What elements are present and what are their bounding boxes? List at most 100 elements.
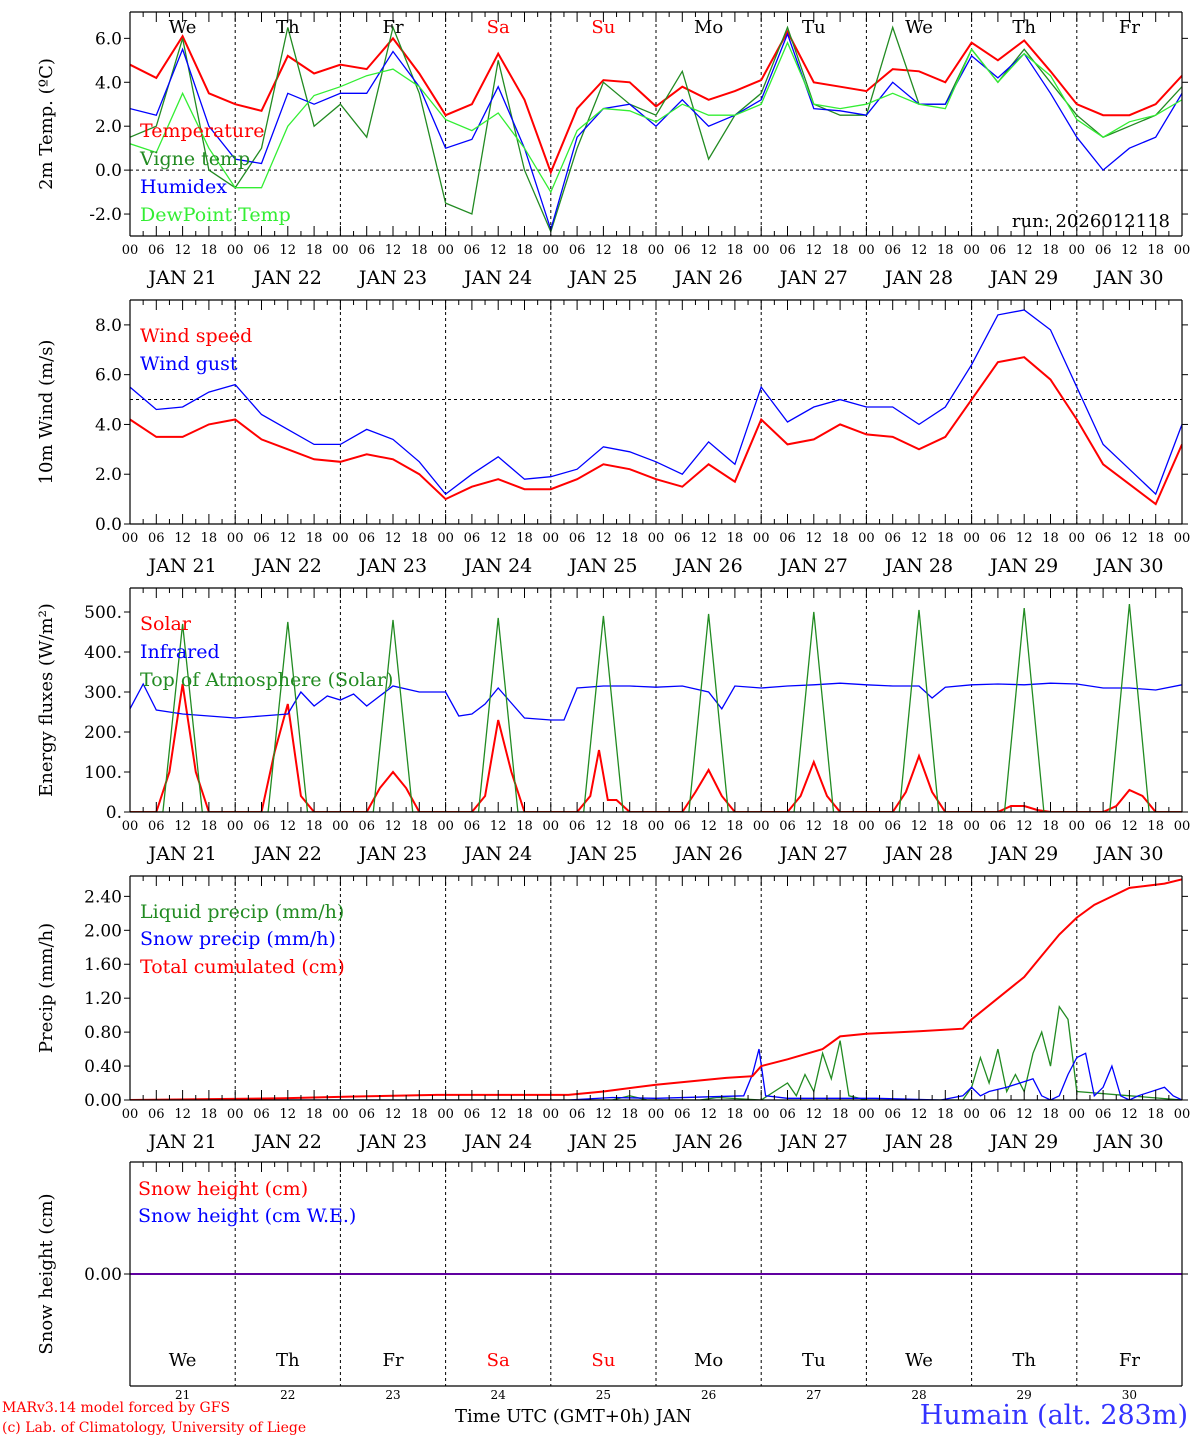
hour-label: 00 [648, 531, 665, 546]
hour-label: 06 [464, 819, 481, 834]
hour-label: 06 [148, 1107, 165, 1122]
hour-label: 18 [832, 243, 849, 258]
hour-label: 00 [753, 531, 770, 546]
day-number: 23 [385, 1388, 400, 1402]
legend-entry: Liquid precip (mm/h) [140, 901, 344, 923]
date-label: JAN 25 [567, 267, 637, 289]
date-label: JAN 24 [462, 1131, 532, 1153]
energy-series-line [130, 682, 1182, 721]
y-tick-label: 2.00 [84, 921, 122, 941]
legend-entry: Total cumulated (cm) [140, 956, 345, 978]
weekday-label: Mo [694, 17, 723, 38]
hour-label: 18 [832, 1107, 849, 1122]
hour-label: 06 [464, 1107, 481, 1122]
hour-label: 00 [648, 819, 665, 834]
date-label: JAN 28 [883, 843, 953, 865]
hour-label: 12 [806, 531, 823, 546]
legend-entry: Snow height (cm) [138, 1178, 308, 1200]
hour-label: 18 [201, 819, 218, 834]
y-tick-label: 0.00 [84, 1091, 122, 1111]
hour-label: 18 [516, 819, 533, 834]
hour-label: 00 [963, 531, 980, 546]
y-tick-label: 4.0 [95, 415, 122, 435]
date-label: JAN 29 [988, 555, 1058, 577]
hour-label: 00 [543, 1107, 560, 1122]
hour-label: 18 [1042, 531, 1059, 546]
date-label: JAN 25 [567, 555, 637, 577]
hour-label: 00 [1174, 1107, 1191, 1122]
run-label: run: 2026012118 [1012, 211, 1170, 232]
hour-label: 00 [1174, 819, 1191, 834]
weekday-label: Tu [802, 17, 826, 38]
weekday-label: Th [1012, 17, 1036, 38]
hour-label: 00 [122, 243, 139, 258]
legend-entry: Wind speed [140, 325, 252, 347]
hour-label: 18 [1042, 243, 1059, 258]
date-label: JAN 23 [357, 267, 427, 289]
hour-label: 18 [621, 819, 638, 834]
hour-label: 00 [1069, 531, 1086, 546]
day-number: 22 [280, 1388, 295, 1402]
date-label: JAN 21 [147, 843, 217, 865]
weekday-label: Fr [382, 17, 403, 38]
hour-label: 12 [806, 1107, 823, 1122]
hour-label: 12 [385, 1107, 402, 1122]
hour-label: 12 [490, 531, 507, 546]
hour-label: 00 [543, 819, 560, 834]
y-tick-label: 0.00 [84, 1265, 122, 1285]
legend-entry: Solar [140, 613, 192, 635]
hour-label: 06 [674, 243, 691, 258]
date-label: JAN 22 [252, 843, 322, 865]
weekday-label: Th [276, 17, 300, 38]
date-label: JAN 28 [883, 1131, 953, 1153]
date-label: JAN 22 [252, 267, 322, 289]
day-number: 29 [1017, 1388, 1032, 1402]
hour-label: 06 [1095, 531, 1112, 546]
hour-label: 12 [911, 819, 928, 834]
hour-label: 18 [621, 243, 638, 258]
hour-label: 06 [358, 1107, 375, 1122]
date-label: JAN 30 [1093, 1131, 1163, 1153]
hour-label: 06 [464, 243, 481, 258]
hour-label: 18 [516, 1107, 533, 1122]
weekday-label: We [905, 17, 933, 38]
weekday-label: Fr [382, 1350, 403, 1371]
hour-label: 12 [1121, 243, 1138, 258]
hour-label: 18 [727, 1107, 744, 1122]
day-number: 30 [1122, 1388, 1137, 1402]
hour-label: 00 [648, 1107, 665, 1122]
weekday-label: Sa [487, 1350, 510, 1371]
y-tick-label: 0.0 [95, 515, 122, 535]
hour-label: 00 [753, 1107, 770, 1122]
hour-label: 00 [332, 531, 349, 546]
hour-label: 06 [990, 819, 1007, 834]
energy-series-line [130, 603, 1182, 812]
hour-label: 18 [1147, 531, 1164, 546]
hour-label: 18 [411, 531, 428, 546]
hour-label: 12 [385, 243, 402, 258]
legend-entry: DewPoint Temp [140, 204, 291, 226]
precip-axis-title: Precip (mm/h) [36, 923, 57, 1053]
hour-label: 00 [122, 531, 139, 546]
hour-label: 18 [306, 819, 323, 834]
weekday-label: Tu [802, 1350, 826, 1371]
y-tick-label: 2.40 [84, 887, 122, 907]
hour-label: 18 [201, 1107, 218, 1122]
y-tick-label: 500. [84, 603, 122, 623]
hour-label: 12 [280, 531, 297, 546]
hour-label: 00 [1069, 1107, 1086, 1122]
hour-label: 18 [727, 243, 744, 258]
hour-label: 06 [253, 1107, 270, 1122]
hour-label: 06 [884, 243, 901, 258]
x-axis-title: Time UTC (GMT+0h) JAN [455, 1406, 692, 1427]
hour-label: 06 [779, 819, 796, 834]
hour-label: 06 [674, 1107, 691, 1122]
temp-panel: -2.0 0.0 2.0 4.0 6.0 2m Temp. (ºC) Temperature… [36, 11, 1190, 289]
date-label: JAN 24 [462, 555, 532, 577]
lab-credit: (c) Lab. of Climatology, University of L… [2, 1420, 307, 1436]
hour-label: 18 [727, 819, 744, 834]
hour-label: 12 [595, 819, 612, 834]
hour-label: 18 [1042, 819, 1059, 834]
hour-label: 12 [700, 243, 717, 258]
hour-label: 00 [858, 243, 875, 258]
